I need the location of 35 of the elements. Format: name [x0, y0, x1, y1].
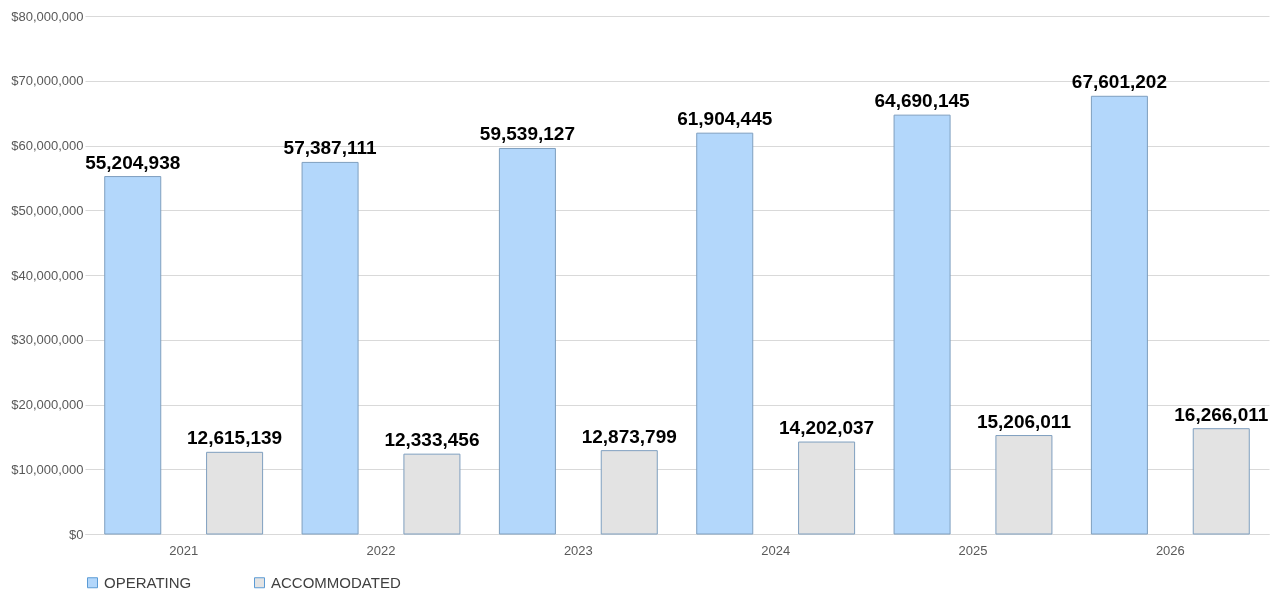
data-label: 14,202,037	[779, 417, 875, 439]
y-tick-label: $60,000,000	[11, 138, 84, 153]
data-label: 57,387,111	[283, 137, 377, 159]
bar	[498, 147, 556, 535]
data-label: 55,204,938	[85, 151, 181, 173]
y-tick-label: $20,000,000	[11, 397, 84, 412]
legend-label: OPERATING	[104, 573, 192, 591]
data-label: 61,904,445	[677, 108, 773, 130]
y-tick-label: $40,000,000	[11, 267, 84, 283]
bar	[893, 114, 951, 535]
x-tick-label: 2024	[761, 542, 791, 558]
bar	[301, 161, 359, 535]
data-label: 64,690,145	[874, 90, 971, 112]
data-label: 12,333,456	[384, 429, 480, 451]
x-tick-label: 2025	[958, 542, 988, 558]
y-tick-label: $30,000,000	[11, 332, 84, 348]
data-label: 12,615,139	[187, 427, 283, 449]
x-tick-label: 2023	[563, 542, 593, 558]
bar	[104, 176, 162, 535]
bar	[696, 132, 754, 535]
bar	[1090, 95, 1148, 535]
data-label: 12,873,799	[581, 425, 677, 447]
data-label: 59,539,127	[479, 123, 575, 145]
x-tick-label: 2022	[366, 542, 396, 558]
legend-label: ACCOMMODATED	[271, 573, 401, 591]
y-tick-label: $10,000,000	[11, 461, 84, 477]
data-label: 16,266,011	[1174, 403, 1269, 425]
x-tick-label: 2021	[169, 542, 199, 558]
data-label: 15,206,011	[976, 410, 1072, 432]
data-label: 67,601,202	[1071, 71, 1167, 93]
x-tick-label: 2026	[1155, 542, 1185, 558]
y-tick-label: $70,000,000	[11, 73, 84, 89]
y-tick-label: $50,000,000	[11, 202, 84, 218]
y-tick-label: $80,000,000	[11, 8, 84, 24]
y-tick-label: $0	[69, 526, 84, 542]
